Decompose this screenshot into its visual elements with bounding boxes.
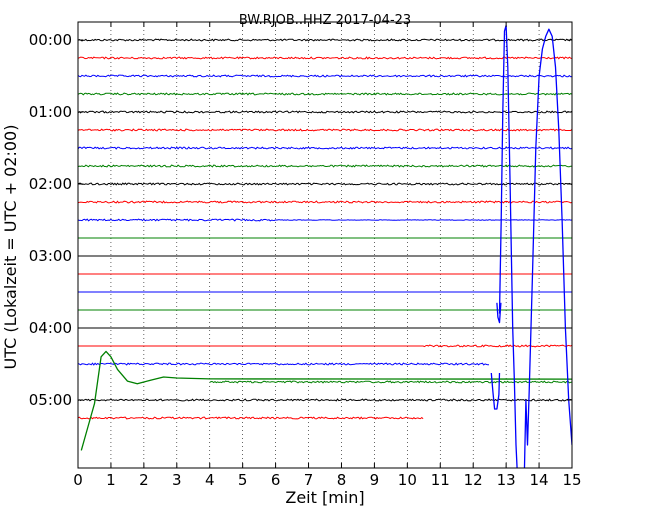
trace-0415 — [78, 344, 572, 348]
y-axis-label: UTC (Lokalzeit = UTC + 02:00) — [1, 125, 20, 370]
transient-2 — [496, 302, 502, 324]
x-tick-label: 14 — [530, 471, 549, 489]
trace-0045 — [78, 92, 572, 96]
x-tick-label: 15 — [562, 471, 581, 489]
trace-0030 — [78, 74, 572, 78]
trace-0130 — [78, 146, 572, 150]
y-tick-label: 00:00 — [29, 31, 72, 49]
x-tick-label: 12 — [464, 471, 483, 489]
transient-0 — [80, 350, 572, 451]
trace-0515 — [78, 416, 424, 420]
x-tick-label: 0 — [73, 471, 83, 489]
x-tick-label: 11 — [431, 471, 450, 489]
trace-0200 — [78, 182, 572, 186]
trace-0000 — [78, 38, 572, 42]
y-tick-label: 01:00 — [29, 103, 72, 121]
x-tick-label: 2 — [139, 471, 149, 489]
transient-1 — [490, 372, 501, 410]
grid — [110, 22, 540, 468]
x-tick-label: 3 — [172, 471, 182, 489]
y-tick-label: 05:00 — [29, 391, 72, 409]
ticks: 0 1 2 3 4 5 6 7 8 9 10 11 12 13 14 1500:0001:0002:0003:… — [29, 22, 582, 489]
x-tick-label: 1 — [106, 471, 116, 489]
x-tick-label: 6 — [271, 471, 281, 489]
y-tick-label: 02:00 — [29, 175, 72, 193]
transients — [80, 24, 572, 468]
trace-0115 — [78, 128, 572, 132]
x-axis-label: Zeit [min] — [285, 488, 364, 507]
y-tick-label: 03:00 — [29, 247, 72, 265]
x-tick-label: 13 — [497, 471, 516, 489]
x-tick-label: 10 — [398, 471, 417, 489]
trace-0100 — [78, 110, 572, 114]
x-tick-label: 5 — [238, 471, 248, 489]
x-tick-label: 9 — [370, 471, 380, 489]
x-tick-label: 7 — [304, 471, 314, 489]
trace-0500 — [78, 398, 572, 402]
traces — [78, 38, 572, 420]
trace-0145 — [78, 164, 572, 168]
y-tick-label: 04:00 — [29, 319, 72, 337]
trace-0015 — [78, 56, 572, 60]
trace-0215 — [78, 200, 572, 204]
trace-0445 — [209, 380, 572, 384]
chart-title: BW.RJOB..HHZ 2017-04-23 — [239, 13, 411, 28]
x-tick-label: 8 — [337, 471, 347, 489]
trace-0230 — [78, 218, 572, 222]
x-tick-label: 4 — [205, 471, 215, 489]
plot-frame — [77, 21, 573, 469]
transient-4 — [523, 28, 572, 468]
trace-0430 — [78, 362, 490, 366]
transient-3 — [498, 24, 518, 468]
